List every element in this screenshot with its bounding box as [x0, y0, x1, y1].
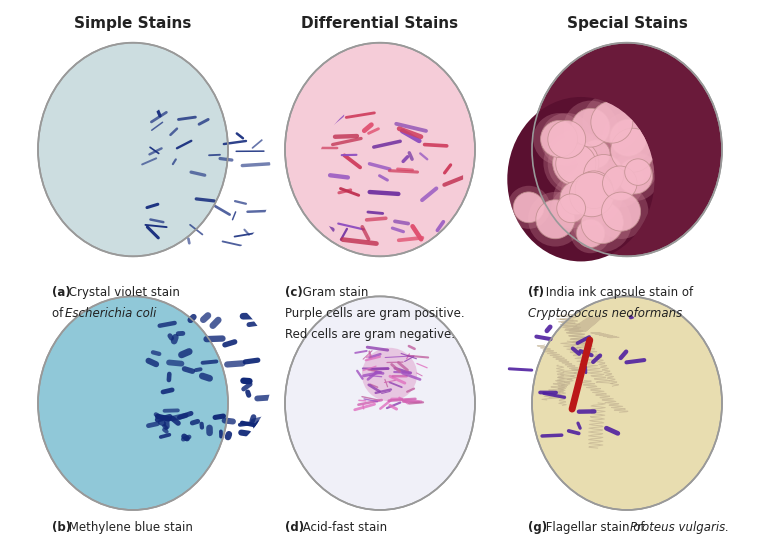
Text: (d): (d): [285, 521, 304, 533]
Ellipse shape: [594, 184, 648, 239]
Ellipse shape: [596, 159, 644, 207]
Ellipse shape: [610, 152, 660, 201]
Ellipse shape: [548, 136, 604, 192]
Ellipse shape: [569, 172, 614, 217]
Ellipse shape: [571, 214, 610, 253]
Ellipse shape: [543, 130, 608, 195]
Ellipse shape: [610, 120, 647, 156]
Ellipse shape: [591, 101, 633, 143]
Ellipse shape: [602, 120, 663, 181]
Ellipse shape: [362, 348, 417, 401]
Text: Escherichia coli: Escherichia coli: [65, 307, 157, 320]
Ellipse shape: [602, 192, 641, 231]
Ellipse shape: [551, 188, 591, 229]
Ellipse shape: [584, 154, 624, 195]
Ellipse shape: [625, 159, 651, 185]
Ellipse shape: [572, 193, 632, 252]
Text: Methylene blue stain: Methylene blue stain: [65, 521, 193, 533]
Text: India ink capsule stain of: India ink capsule stain of: [542, 286, 693, 299]
Ellipse shape: [576, 219, 605, 248]
Ellipse shape: [582, 93, 641, 152]
Ellipse shape: [507, 97, 654, 262]
Ellipse shape: [575, 171, 613, 208]
Ellipse shape: [581, 201, 623, 244]
Text: Gram stain: Gram stain: [299, 286, 368, 299]
Ellipse shape: [563, 100, 618, 155]
Text: Red cells are gram negative.: Red cells are gram negative.: [285, 328, 455, 341]
Ellipse shape: [540, 121, 578, 158]
Ellipse shape: [556, 144, 596, 184]
Ellipse shape: [553, 140, 599, 186]
Ellipse shape: [540, 113, 594, 166]
Text: Purple cells are gram positive.: Purple cells are gram positive.: [285, 307, 464, 320]
Ellipse shape: [532, 43, 722, 256]
Ellipse shape: [617, 159, 653, 194]
Ellipse shape: [576, 134, 616, 174]
Ellipse shape: [285, 296, 475, 510]
Text: Cryptococcus neoformans: Cryptococcus neoformans: [528, 307, 682, 320]
Ellipse shape: [507, 186, 550, 229]
Ellipse shape: [610, 128, 654, 172]
Text: (g): (g): [528, 521, 547, 533]
Text: Differential Stains: Differential Stains: [302, 16, 458, 31]
Ellipse shape: [536, 200, 575, 239]
Ellipse shape: [513, 192, 544, 223]
Ellipse shape: [561, 163, 623, 226]
Ellipse shape: [534, 113, 585, 165]
Ellipse shape: [548, 121, 586, 158]
Ellipse shape: [553, 175, 600, 222]
Text: Simple Stains: Simple Stains: [74, 16, 192, 31]
Text: (b): (b): [52, 521, 71, 533]
Text: Flagellar stain of: Flagellar stain of: [542, 521, 648, 533]
Text: (a): (a): [52, 286, 71, 299]
Ellipse shape: [602, 112, 654, 164]
Ellipse shape: [285, 43, 475, 256]
Ellipse shape: [38, 296, 228, 510]
Text: Crystal violet stain: Crystal violet stain: [65, 286, 180, 299]
Ellipse shape: [575, 146, 632, 203]
Text: (c): (c): [285, 286, 302, 299]
Ellipse shape: [560, 181, 594, 215]
Ellipse shape: [603, 166, 637, 200]
Text: Special Stains: Special Stains: [566, 16, 688, 31]
Ellipse shape: [557, 194, 585, 223]
Text: of: of: [52, 307, 67, 320]
Ellipse shape: [581, 140, 610, 168]
Ellipse shape: [38, 43, 228, 256]
Text: (f): (f): [528, 286, 544, 299]
Text: Acid-fast stain: Acid-fast stain: [299, 521, 387, 533]
Text: Proteus vulgaris.: Proteus vulgaris.: [630, 521, 729, 533]
Ellipse shape: [568, 163, 620, 216]
Ellipse shape: [528, 192, 583, 247]
Ellipse shape: [619, 154, 657, 191]
Ellipse shape: [572, 108, 610, 147]
Ellipse shape: [532, 296, 722, 510]
